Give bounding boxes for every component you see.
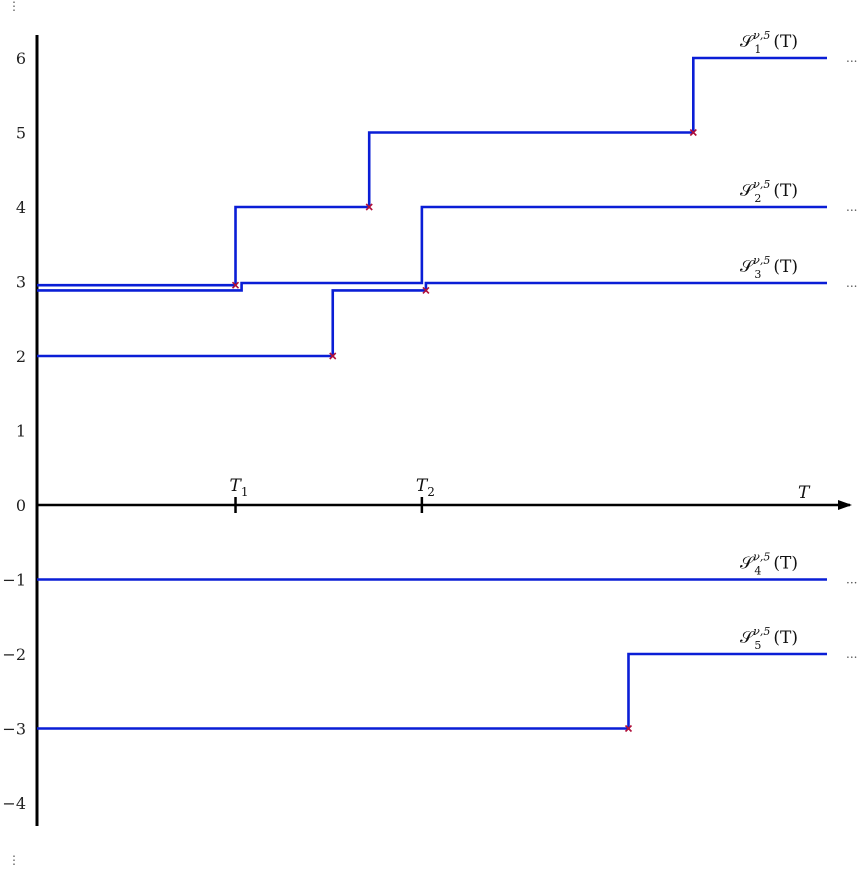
series-label-super: ν,5: [753, 254, 770, 267]
x-marker-label: T2: [416, 476, 435, 499]
series-label-5: 𝒮ν,5 5 (T): [740, 625, 798, 652]
series-label-super: ν,5: [753, 29, 770, 42]
jump-marker: [422, 286, 430, 295]
series-label-index: 3: [754, 268, 761, 281]
x-marker-label: T1: [230, 476, 249, 499]
x-marker-name: T: [230, 476, 243, 496]
y-tick-labels: 6 5 4 3 2 1 0 −1 −2 −3 −4: [2, 49, 26, 813]
series-ellipsis: ...: [846, 647, 857, 661]
series-label-super: ν,5: [753, 551, 770, 564]
y-axis-ellipsis-top: ⋮: [8, 0, 20, 13]
x-marker-subscript: 2: [427, 485, 435, 499]
series-label-main: 𝒮: [740, 181, 755, 201]
series-label-2: 𝒮ν,5 2 (T): [740, 178, 798, 205]
series-ellipsis: ...: [846, 51, 857, 65]
y-tick-label: −1: [2, 571, 26, 590]
series-label-arg: (T): [773, 628, 798, 648]
series-label-main: 𝒮: [740, 628, 755, 648]
y-tick-label: 0: [16, 496, 26, 515]
y-tick-label: 3: [16, 273, 26, 292]
y-tick-label: −3: [2, 720, 26, 739]
jump-marker: [689, 128, 697, 137]
x-marker-subscript: 1: [241, 485, 249, 499]
series-label-super: ν,5: [753, 625, 770, 638]
series-line-1: [37, 56, 827, 287]
jump-marker: [624, 724, 633, 733]
series-label-arg: (T): [773, 257, 798, 277]
series-label-4: 𝒮ν,5 4 (T): [740, 551, 798, 578]
series-label-super: ν,5: [753, 178, 770, 191]
x-marker-name: T: [416, 476, 429, 496]
y-tick-label: −2: [2, 645, 26, 664]
series-label-3: 𝒮ν,5 3 (T): [740, 254, 798, 281]
series-ellipsis: ...: [846, 200, 857, 214]
series-label-arg: (T): [773, 554, 798, 574]
y-axis-ellipsis-bottom: ⋮: [8, 853, 20, 867]
series-label-main: 𝒮: [740, 554, 755, 574]
series-label-main: 𝒮: [740, 32, 755, 52]
y-tick-label: 5: [16, 124, 26, 143]
series-line-3: [37, 281, 827, 358]
series-label-index: 4: [754, 565, 761, 578]
series-group: [37, 56, 827, 733]
jump-marker: [365, 203, 373, 211]
series-label-index: 2: [754, 192, 761, 205]
y-tick-label: −4: [2, 794, 26, 813]
series-label-index: 5: [754, 639, 761, 652]
series-label-arg: (T): [773, 32, 798, 52]
series-label-arg: (T): [773, 181, 798, 201]
jump-marker: [231, 281, 240, 289]
series-ellipsis: ...: [846, 573, 857, 587]
y-tick-label: 1: [16, 422, 26, 441]
series-label-1: 𝒮ν,5 1 (T): [740, 29, 798, 56]
jump-marker: [329, 352, 337, 360]
series-label-main: 𝒮: [740, 257, 755, 277]
x-axis-label: T: [798, 483, 811, 503]
series-ellipsis: ...: [846, 276, 857, 290]
series-labels: 𝒮ν,5 1 (T)...𝒮ν,5 2 (T)...𝒮ν,5 3 (T)...𝒮ν,5 4 (T…: [740, 29, 857, 661]
y-tick-label: 2: [16, 347, 26, 366]
series-line-5: [37, 652, 827, 730]
series-line-2: [37, 205, 827, 292]
y-tick-label: 6: [16, 49, 26, 68]
x-axis-markers: T1 T2: [230, 476, 435, 513]
y-tick-label: 4: [16, 198, 26, 217]
series-label-index: 1: [754, 43, 761, 56]
